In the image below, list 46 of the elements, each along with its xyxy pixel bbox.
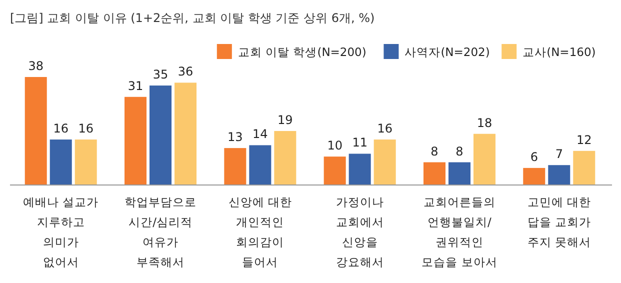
x-tick-label: 고민에 대한 답을 교회가 주지 못해서 (527, 195, 591, 249)
data-label: 7 (555, 147, 563, 162)
data-label: 6 (530, 150, 538, 164)
bar (124, 96, 147, 185)
data-label: 16 (53, 122, 68, 136)
data-label: 13 (228, 130, 243, 144)
data-label: 8 (430, 144, 438, 158)
data-label: 8 (456, 144, 464, 158)
x-tick-label: 가정이나 교회에서 신앙을 강요해서 (336, 195, 384, 269)
data-label: 19 (278, 113, 293, 127)
data-label: 10 (327, 138, 342, 153)
bar (150, 86, 172, 185)
x-tick-label: 학업부담으로 시간/심리적 여유가 부족해서 (124, 195, 197, 269)
x-tick-label: 신앙에 대한 개인적인 회의감이 들어서 (228, 195, 292, 269)
data-label: 35 (152, 68, 168, 82)
bar (24, 77, 47, 185)
x-tick-label: 예배나 설교가 지루하고 의미가 없어서 (23, 195, 99, 269)
bar (374, 140, 396, 185)
chart-title: [그림] 교회 이탈 이유 (1+2순위, 교회 이탈 학생 기준 상위 6개, %) (10, 11, 375, 25)
data-label: 12 (576, 132, 592, 147)
bar (448, 162, 470, 185)
data-label: 14 (252, 127, 268, 142)
bar (523, 168, 546, 185)
bar (274, 131, 296, 185)
bar (324, 156, 346, 185)
x-tick-label: 교회어른들의 언행불일치/ 권위적인 모습을 보아서 (422, 195, 498, 269)
bar (249, 145, 272, 185)
bar (224, 148, 246, 185)
legend-label: 교회 이탈 학생(N=200) (238, 45, 366, 59)
bar (50, 140, 72, 185)
bar (423, 162, 446, 185)
data-label: 11 (352, 136, 368, 150)
bar (548, 165, 570, 185)
bar (174, 82, 197, 185)
data-label: 16 (377, 122, 392, 136)
bar (74, 140, 97, 185)
data-label: 31 (128, 78, 144, 93)
data-label: 36 (178, 64, 194, 79)
bar (473, 134, 496, 185)
bar (348, 154, 371, 185)
bar (573, 150, 596, 185)
legend-label: 사역자(N=202) (404, 45, 490, 59)
data-label: 38 (28, 59, 44, 73)
legend-label: 교사(N=160) (522, 45, 596, 59)
data-label: 16 (78, 122, 94, 136)
data-label: 18 (476, 116, 492, 130)
